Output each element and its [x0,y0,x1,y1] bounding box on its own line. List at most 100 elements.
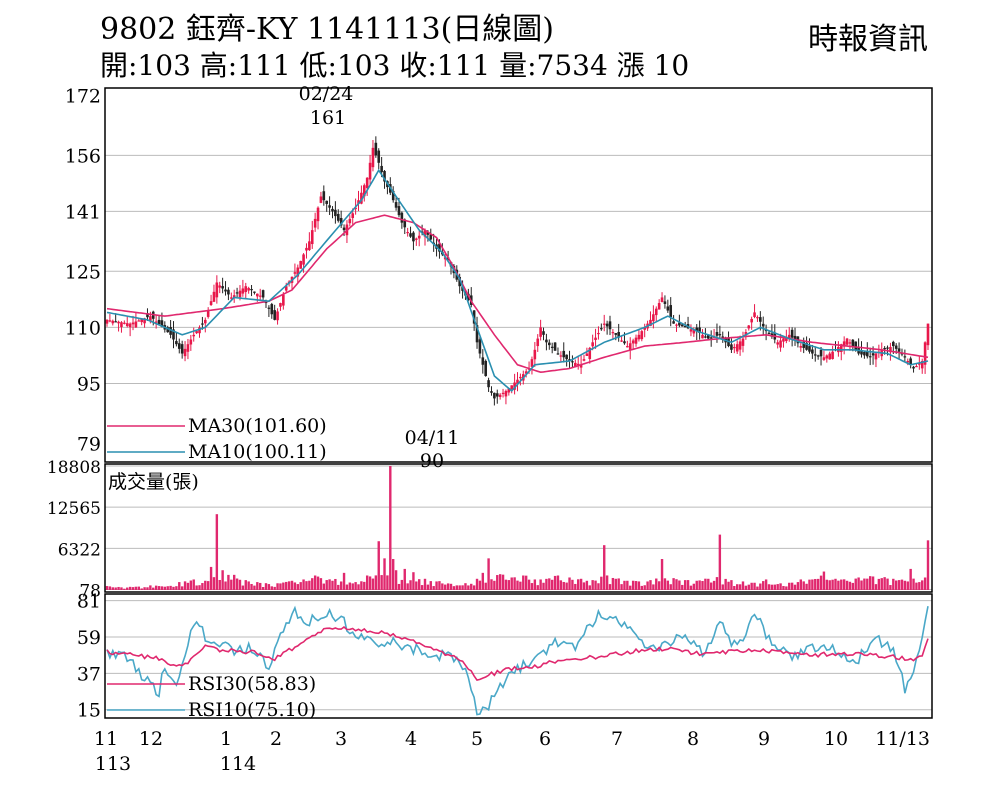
volume-bar [134,586,138,590]
volume-bar [707,578,710,590]
volume-bar [472,585,476,590]
volume-bar [365,575,369,590]
rsi30-legend-label: RSI30(58.83) [188,673,316,695]
candle-body [865,351,869,357]
volume-bar [744,585,748,590]
price-tick-label: 79 [77,433,101,455]
candle-body [183,348,187,357]
candle-body [660,297,664,302]
candle-body [600,328,603,330]
volume-bar [446,583,450,590]
ohlc-summary: 開:103 高:111 低:103 收:111 量:7534 漲 10 [100,49,690,82]
candle-body [377,150,381,163]
volume-bar [877,578,881,590]
volume-bar [478,580,482,590]
candle-body [166,327,170,333]
candle-body [302,254,305,265]
volume-bar [666,580,670,590]
volume-bar [542,582,545,590]
volume-bar [157,586,161,590]
volume-bar [256,582,259,590]
volume-bar [799,579,803,590]
candle-body [649,319,652,326]
volume-bar [192,579,195,590]
volume-bar [779,583,782,590]
volume-bar [357,584,360,590]
volume-bar [484,582,487,590]
low-date-annotation: 04/11 [405,427,460,449]
volume-bar [577,579,580,590]
candle-body [594,337,597,340]
ma10-line [106,168,929,393]
volume-bar [770,584,774,590]
volume-bar [918,582,921,590]
volume-bar [837,580,840,590]
volume-bar [663,578,667,590]
volume-bar [611,577,615,590]
candle-body [559,355,563,357]
candle-body [339,218,343,226]
candle-body [822,357,826,360]
volume-bar [149,585,152,590]
candle-body [628,343,632,351]
candle-body [793,335,797,341]
candle-body [397,206,401,216]
volume-bar [756,586,759,590]
candle-body [579,364,583,368]
candle-body [550,346,554,348]
candle-body [735,344,739,352]
candle-body [258,295,262,297]
volume-bar [776,584,779,590]
candle-body [438,243,441,252]
panel-frames [104,87,933,719]
volume-bar [582,582,586,590]
candle-body [221,286,224,289]
volume-bar [747,584,750,590]
volume-bar [270,586,273,590]
volume-bar [588,585,591,590]
x-year-label: 114 [220,753,256,775]
x-month-label: 12 [139,728,163,750]
candle-body [487,380,490,388]
candle-body [602,323,606,325]
candle-body [730,344,733,350]
volume-bar [264,583,268,590]
volume-bar [559,580,563,590]
x-month-label: 6 [539,728,551,750]
candle-body [562,350,566,358]
volume-bar [923,577,927,590]
volume-bar [750,582,753,590]
candle-body [871,353,875,356]
candle-body [256,293,259,297]
volume-bar [866,578,869,590]
volume-bar [120,587,123,590]
candle-body [868,356,872,358]
candle-body [617,331,620,338]
candle-body [571,361,574,363]
volume-bar [533,579,537,590]
volume-bar [828,580,831,590]
volume-bar [845,580,849,590]
volume-bar [594,580,597,590]
volume-bar [186,582,190,590]
volume-bar [244,580,247,590]
x-month-label: 5 [471,728,483,750]
candle-body [406,231,409,234]
candle-body [218,285,222,288]
volume-bar [660,559,664,590]
x-month-label: 10 [824,728,848,750]
volume-bar [727,581,730,590]
candle-body [232,295,236,298]
candle-body [533,349,537,360]
candle-body [475,325,479,343]
candle-body [582,359,586,361]
volume-bar [681,584,684,590]
candle-body [611,332,615,334]
volume-bar [331,580,334,590]
volume-bar [527,579,531,590]
candle-body [371,147,375,168]
high-value-annotation: 161 [310,107,346,129]
volume-bar [816,578,820,590]
volume-bar [250,583,253,590]
candle-body [692,330,696,334]
